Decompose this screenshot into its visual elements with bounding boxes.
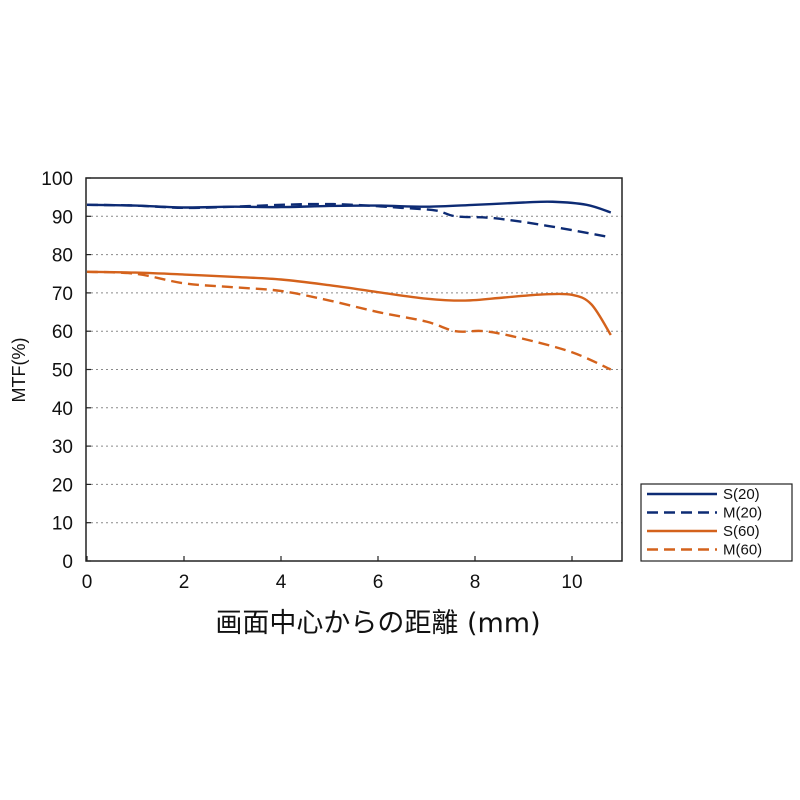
- y-tick-label-90: 90: [52, 207, 73, 228]
- data-series: [86, 200, 612, 371]
- y-tick-label-0: 0: [62, 552, 73, 573]
- y-tick-label-10: 10: [52, 514, 73, 535]
- y-tick-label-50: 50: [52, 361, 73, 382]
- y-tick-label-30: 30: [52, 437, 73, 458]
- axis-ticks: 0 10 20 30 40 50 60 70 80 90 100 0 2 4 6 8 10: [41, 169, 582, 593]
- series-line-s-60: [86, 270, 612, 336]
- grid-lines: [86, 215, 622, 524]
- x-axis-title: 画面中心からの距離 (mm): [215, 608, 540, 639]
- series-line-m-20: [86, 202, 612, 239]
- legend-frame: [640, 483, 793, 562]
- x-tick-label-10: 10: [561, 572, 582, 593]
- legend-label-s-60: S(60): [723, 523, 760, 540]
- legend-label-m-20: M(20): [723, 505, 762, 522]
- y-tick-label-60: 60: [52, 322, 73, 343]
- legend-label-m-60: M(60): [723, 542, 762, 559]
- x-tick-label-8: 8: [470, 572, 481, 593]
- y-tick-label-40: 40: [52, 399, 73, 420]
- y-tick-label-100: 100: [41, 169, 73, 190]
- x-tick-label-6: 6: [373, 572, 384, 593]
- series-line-m-60: [86, 270, 612, 371]
- y-tick-label-80: 80: [52, 246, 73, 267]
- legend: S(20) M(20)S(60) M(60): [640, 483, 793, 562]
- y-tick-label-70: 70: [52, 284, 73, 305]
- x-tick-label-4: 4: [276, 572, 287, 593]
- x-tick-label-2: 2: [179, 572, 190, 593]
- y-axis-title: MTF(%): [9, 338, 29, 403]
- legend-label-s-20: S(20): [723, 486, 760, 503]
- y-tick-label-20: 20: [52, 475, 73, 496]
- x-tick-label-0: 0: [82, 572, 93, 593]
